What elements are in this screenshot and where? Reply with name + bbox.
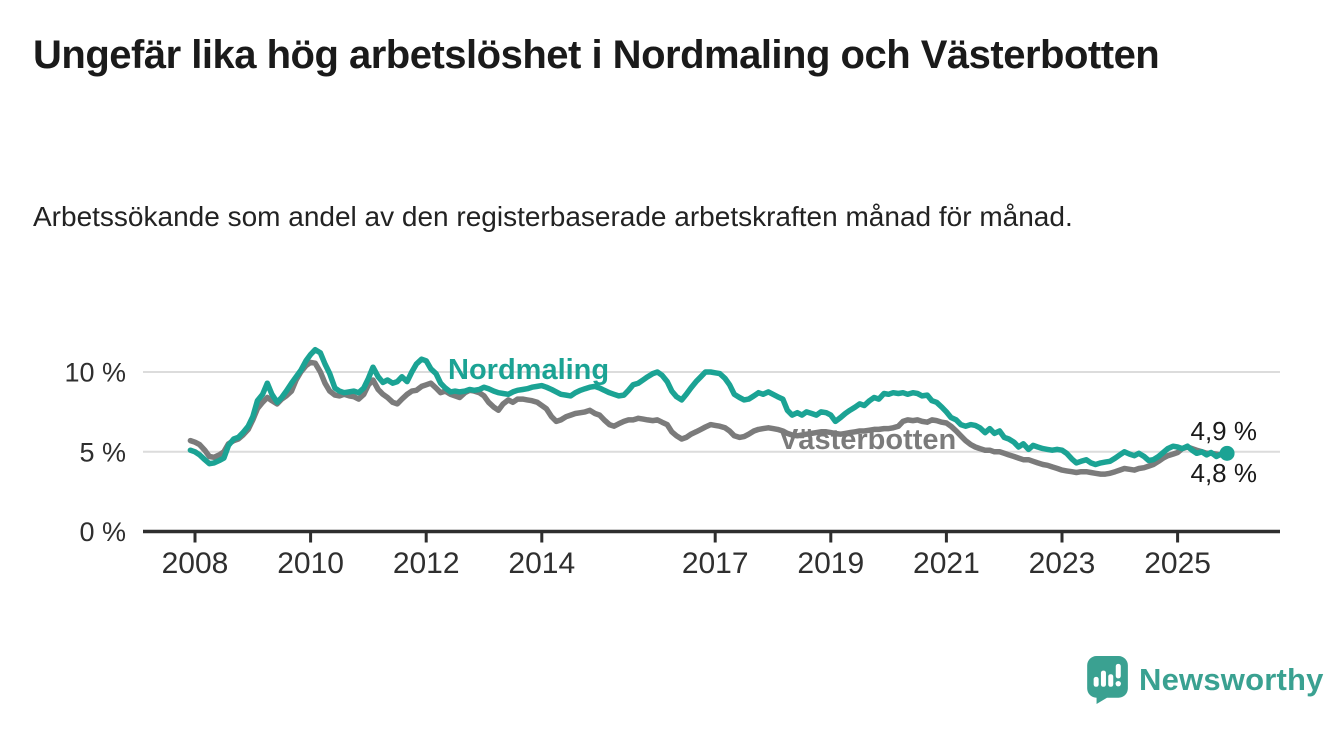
x-axis-label-2014: 2014: [508, 547, 575, 580]
logo-exclamation-dot: [1115, 680, 1121, 687]
logo-bubble-shape: [1087, 656, 1128, 704]
vasterbotten-end-value-label: 4,8 %: [1191, 458, 1258, 488]
y-axis-label-10: 10 %: [64, 358, 126, 388]
nordmaling-series-label: Nordmaling: [448, 354, 609, 386]
x-axis-label-2012: 2012: [393, 547, 460, 580]
nordmaling-line: [187, 346, 1229, 468]
newsworthy-logo-icon: [1087, 656, 1128, 704]
vasterbotten-line: [187, 359, 1229, 477]
page-subtitle: Arbetssökande som andel av den registerb…: [33, 201, 1073, 232]
latest-value-dot: [1219, 445, 1235, 461]
x-axis-label-2008: 2008: [162, 547, 229, 580]
nordmaling-end-value-label: 4,9 %: [1191, 416, 1258, 446]
vasterbotten-series-label: Västerbotten: [779, 424, 956, 456]
logo-bar-2: [1100, 670, 1106, 687]
newsworthy-brand: Newsworthy: [1086, 656, 1324, 704]
logo-bar-3: [1108, 674, 1114, 687]
logo-bar-1: [1093, 676, 1099, 687]
logo-exclamation-bar: [1115, 663, 1121, 679]
x-axis-label-2021: 2021: [913, 547, 980, 580]
x-axis-label-2010: 2010: [277, 547, 344, 580]
y-axis-label-0: 0 %: [79, 517, 126, 547]
x-axis-label-2017: 2017: [682, 547, 749, 580]
x-axis-label-2019: 2019: [797, 547, 864, 580]
newsworthy-wordmark: Newsworthy: [1139, 662, 1324, 697]
x-axis-label-2023: 2023: [1029, 547, 1096, 580]
y-axis-label-5: 5 %: [79, 437, 126, 467]
page-title: Ungefär lika hög arbetslöshet i Nordmali…: [33, 33, 1160, 77]
x-axis-label-2025: 2025: [1144, 547, 1211, 580]
